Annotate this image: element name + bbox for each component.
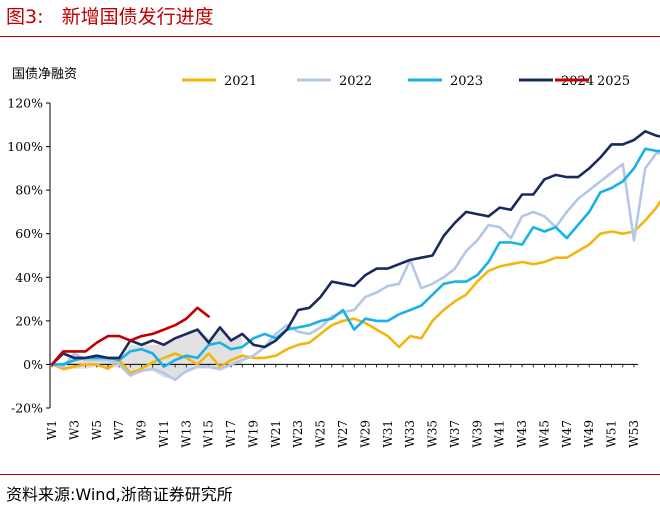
x-tick-label: W3 [67,420,81,440]
legend-label: 2021 [224,74,257,89]
series-line-2023 [50,147,660,368]
x-tick-label: W5 [90,420,104,440]
x-tick-label: W35 [426,420,440,448]
y-tick-label: 100% [7,139,43,154]
legend-label: 2023 [450,74,483,89]
series-line-2024 [50,130,660,366]
footer-divider [0,474,660,475]
x-tick-label: W51 [605,420,619,448]
y-tick-label: 40% [15,270,43,285]
x-tick-label: W45 [537,420,551,448]
x-tick-label: W11 [157,420,171,448]
line-chart: 国债净融资 20212022202320242025 -20%0%20%40%6… [7,67,660,448]
x-tick-label: W29 [358,420,372,448]
figure-title: 图3: 新增国债发行进度 [6,6,214,28]
y-tick-label: 0% [23,357,43,372]
legend: 20212022202320242025 [182,74,630,89]
legend-label: 2022 [339,74,372,89]
x-tick-label: W25 [314,420,328,448]
x-tick-label: W15 [202,420,216,448]
x-tick-label: W1 [45,420,59,440]
x-tick-label: W7 [112,420,126,440]
axes: -20% 0% 20% 40% 60% 80% 100% 120% W1 W3 W5 W7 W9 W11 W… [7,96,641,448]
x-tick-label: W33 [403,420,417,448]
x-tick-label: W27 [336,420,350,448]
legend-label: 2025 [597,74,630,89]
x-tick-label: W49 [582,420,596,448]
x-tick-label: W21 [269,420,283,448]
x-tick-label: W47 [560,420,574,448]
y-axis-label: 国债净融资 [12,67,77,82]
x-tick-label: W41 [493,420,507,448]
x-tick-label: W37 [448,420,462,448]
y-tick-label: -20% [11,401,43,416]
x-tick-label: W23 [291,420,305,448]
x-tick-label: W39 [470,420,484,448]
x-tick-label: W19 [246,420,260,448]
series-line-2025 [50,306,210,366]
y-tick-label: 120% [7,96,43,111]
x-tick-label: W43 [515,420,529,448]
x-tick-label: W9 [135,420,149,440]
x-tick-label: W31 [381,420,395,448]
y-tick-label: 80% [15,183,43,198]
y-tick-label: 20% [15,313,43,328]
title-divider [0,36,660,37]
x-tick-label: W17 [224,420,238,448]
y-tick-label: 60% [15,226,43,241]
series-lines [50,130,660,382]
series-line-2022 [50,151,660,382]
x-tick-label: W13 [179,420,193,448]
x-tick-label: W53 [627,420,641,448]
source-note: 资料来源:Wind,浙商证券研究所 [6,485,233,504]
